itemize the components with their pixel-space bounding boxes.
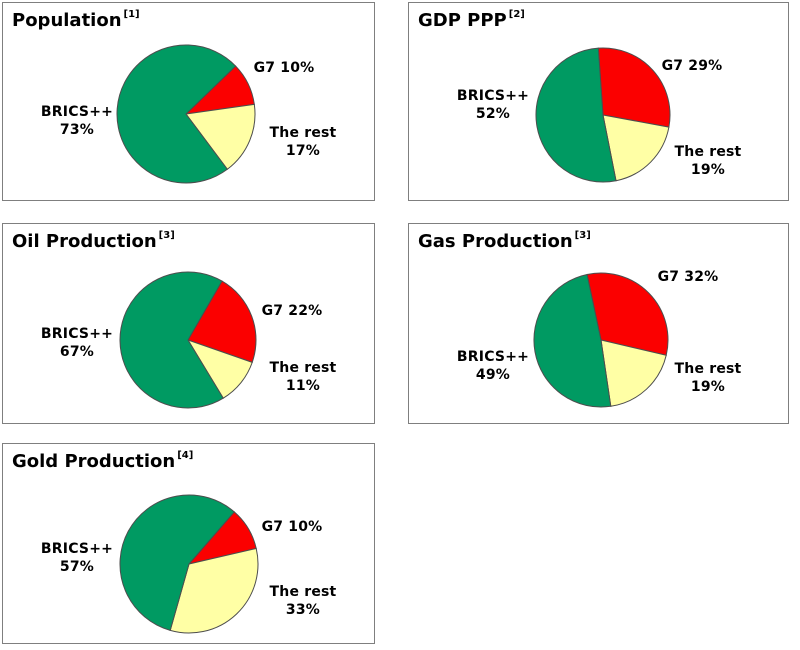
label-rest: The rest 19%	[675, 360, 742, 396]
chart-title-superscript: [2]	[508, 9, 525, 20]
chart-panel-gdp-ppp: GDP PPP [2] BRICS++ 52% G7 29% The rest 1…	[408, 2, 789, 201]
label-g7: G7 29%	[662, 57, 723, 75]
label-brics: BRICS++ 67%	[41, 325, 113, 361]
chart-panel-gold-production: Gold Production [4] BRICS++ 57% G7 10% Th…	[2, 443, 375, 644]
label-rest-name: The rest	[269, 584, 337, 600]
label-g7-text: G7 22%	[261, 303, 323, 319]
chart-title: Oil Production [3]	[12, 230, 175, 252]
label-rest: The rest 11%	[270, 359, 337, 395]
pie-slice-the-rest	[185, 103, 256, 170]
pie-slice-brics-	[119, 494, 235, 632]
pie-slice-g7	[187, 280, 257, 363]
chart-title-text: Oil Production	[12, 231, 157, 252]
label-brics-name: BRICS++	[456, 88, 530, 104]
label-rest-value: 11%	[285, 378, 321, 394]
label-rest-value: 17%	[285, 143, 321, 159]
chart-title-text: Gas Production	[418, 231, 573, 252]
label-g7: G7 32%	[658, 268, 719, 286]
label-brics-name: BRICS++	[40, 326, 114, 342]
label-brics-value: 52%	[475, 106, 511, 122]
label-brics-name: BRICS++	[40, 541, 114, 557]
chart-title-text: Population	[12, 10, 122, 31]
pie-chart	[119, 271, 257, 409]
label-brics-name: BRICS++	[40, 104, 114, 120]
label-brics: BRICS++ 52%	[457, 87, 529, 123]
chart-title-superscript: [3]	[158, 230, 175, 241]
pie-slice-the-rest	[169, 547, 259, 634]
chart-title: Population [1]	[12, 9, 140, 31]
chart-title: Gas Production [3]	[418, 230, 591, 252]
pie-slice-brics-	[116, 44, 237, 184]
pie-slice-the-rest	[600, 339, 667, 407]
label-g7-text: G7 29%	[661, 58, 723, 74]
label-brics-value: 57%	[59, 559, 95, 575]
chart-title-text: GDP PPP	[418, 10, 507, 31]
label-rest: The rest 33%	[270, 583, 337, 619]
label-rest: The rest 19%	[675, 143, 742, 179]
label-g7-text: G7 10%	[253, 60, 315, 76]
label-brics: BRICS++ 57%	[41, 540, 113, 576]
pie-chart	[119, 494, 259, 634]
label-brics-value: 49%	[475, 367, 511, 383]
label-brics-value: 67%	[59, 344, 95, 360]
chart-panel-oil-production: Oil Production [3] BRICS++ 67% G7 22% The…	[2, 223, 375, 424]
label-rest-name: The rest	[674, 144, 742, 160]
label-rest-name: The rest	[269, 125, 337, 141]
pie-slice-brics-	[535, 47, 617, 183]
label-rest-value: 19%	[690, 162, 726, 178]
label-brics-name: BRICS++	[456, 349, 530, 365]
label-brics: BRICS++ 49%	[457, 348, 529, 384]
chart-title-text: Gold Production	[12, 451, 176, 472]
chart-panel-gas-production: Gas Production [3] BRICS++ 49% G7 32% The…	[408, 223, 789, 424]
label-rest-value: 19%	[690, 379, 726, 395]
label-g7-text: G7 10%	[261, 519, 323, 535]
chart-title: GDP PPP [2]	[418, 9, 525, 31]
pie-chart	[533, 272, 669, 408]
pie-slice-brics-	[533, 273, 612, 408]
label-rest-name: The rest	[269, 360, 337, 376]
label-g7: G7 22%	[262, 302, 323, 320]
label-rest-name: The rest	[674, 361, 742, 377]
label-rest: The rest 17%	[270, 124, 337, 160]
chart-title-superscript: [3]	[574, 230, 591, 241]
pie-slice-the-rest	[602, 114, 670, 182]
label-g7: G7 10%	[254, 59, 315, 77]
pie-slice-g7	[597, 47, 671, 128]
label-rest-value: 33%	[285, 602, 321, 618]
pie-chart	[116, 44, 256, 184]
label-brics: BRICS++ 73%	[41, 103, 113, 139]
chart-title-superscript: [1]	[123, 9, 140, 20]
chart-title: Gold Production [4]	[12, 450, 194, 472]
chart-title-superscript: [4]	[177, 450, 194, 461]
label-g7-text: G7 32%	[657, 269, 719, 285]
label-brics-value: 73%	[59, 122, 95, 138]
pie-chart	[535, 47, 671, 183]
chart-panel-population: Population [1] BRICS++ 73% G7 10% The res…	[2, 2, 375, 201]
pie-slice-brics-	[119, 271, 224, 409]
label-g7: G7 10%	[262, 518, 323, 536]
pie-slice-g7	[586, 272, 669, 356]
